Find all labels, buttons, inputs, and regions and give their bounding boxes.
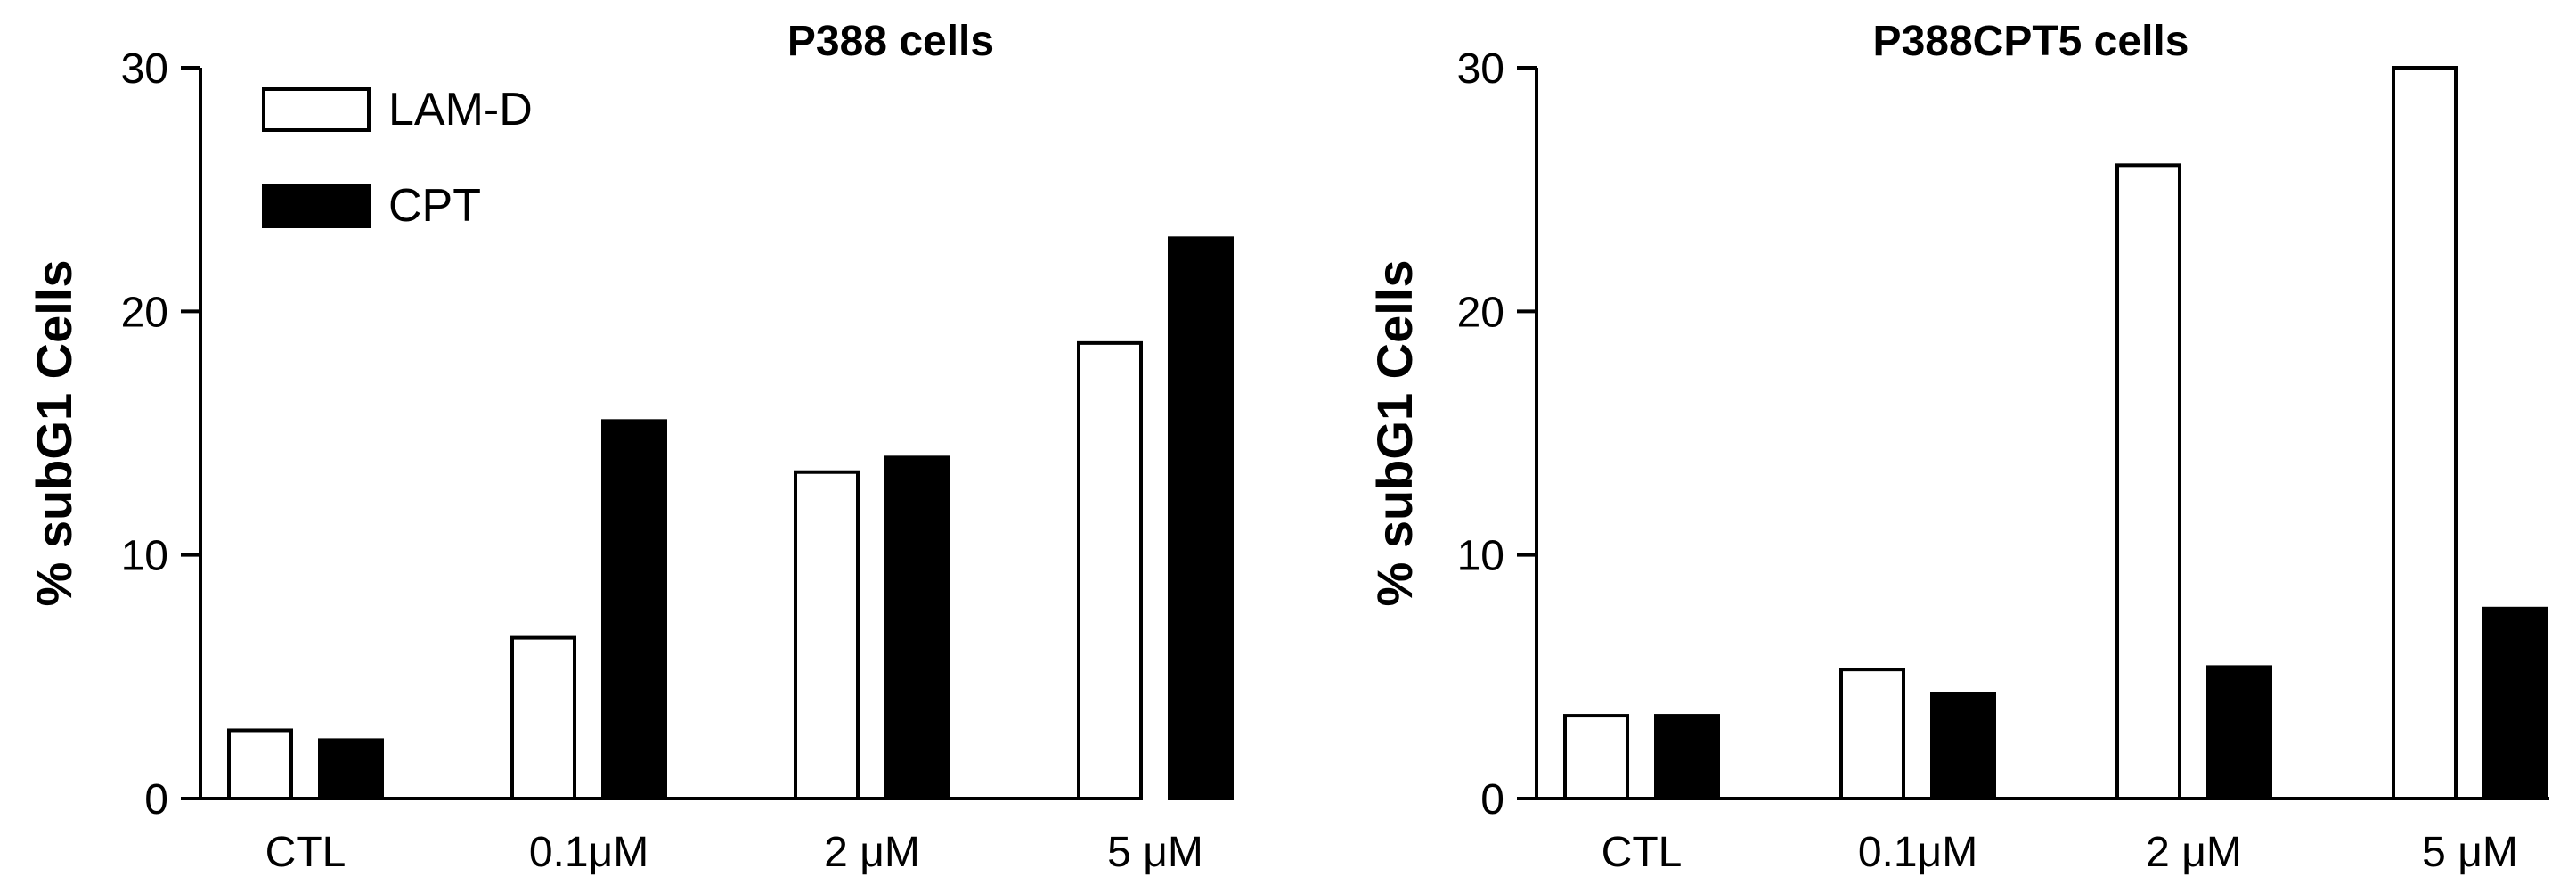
x-tick-label: CTL (265, 829, 346, 876)
bar-cpt (1930, 692, 1996, 801)
y-tick-label: 20 (121, 289, 168, 336)
x-tick-label: 0.1μM (529, 829, 648, 876)
legend-label: LAM-D (388, 84, 533, 135)
y-tick-label: 10 (121, 533, 168, 580)
bar-lam-d (2392, 66, 2458, 800)
bar-cpt (318, 738, 384, 801)
x-tick-label: 0.1μM (1858, 829, 1977, 876)
legend: LAM-D CPT (262, 84, 533, 232)
bar-cpt (2482, 606, 2548, 800)
chart-panel-1: P388CPT5 cells % subG1 Cells 0 10 20 30 CTL 0.1… (1366, 18, 2549, 876)
bar-lam-d (1839, 668, 1905, 801)
bar-lam-d (2115, 163, 2181, 801)
bar-lam-d (510, 635, 576, 800)
y-tick-label: 30 (121, 45, 168, 93)
y-tick-label: 20 (1457, 289, 1504, 336)
y-tick-label: 0 (144, 776, 168, 823)
y-tick-label: 10 (1457, 533, 1504, 580)
y-tick-label: 0 (1480, 776, 1504, 823)
x-tick-label: CTL (1602, 829, 1683, 876)
legend-swatch-lam-d (262, 87, 371, 132)
y-tick-label: 30 (1457, 45, 1504, 93)
x-tick-label: 2 μM (2146, 829, 2242, 876)
bar-cpt (1654, 714, 1720, 800)
bar-lam-d (1077, 340, 1143, 800)
legend-label: CPT (388, 180, 481, 232)
bar-cpt (2206, 665, 2272, 801)
chart-title: P388CPT5 cells (1873, 18, 2189, 65)
chart-panel-0: P388 cells % subG1 Cells 0 10 20 30 CTL 0.1μM 2 … (26, 18, 1234, 876)
x-tick-label: 2 μM (824, 829, 920, 876)
x-tick-label: 5 μM (1107, 829, 1203, 876)
bar-cpt (1168, 236, 1234, 801)
bar-lam-d (794, 470, 860, 800)
bar-lam-d (1563, 714, 1629, 800)
legend-swatch-cpt (262, 184, 371, 228)
bar-cpt (884, 455, 950, 800)
bar-lam-d (227, 728, 293, 801)
y-axis-title: % subG1 Cells (1366, 259, 1423, 606)
x-tick-label: 5 μM (2422, 829, 2518, 876)
chart-title: P388 cells (787, 18, 994, 65)
bar-cpt (601, 419, 667, 800)
y-axis-title: % subG1 Cells (26, 259, 82, 606)
